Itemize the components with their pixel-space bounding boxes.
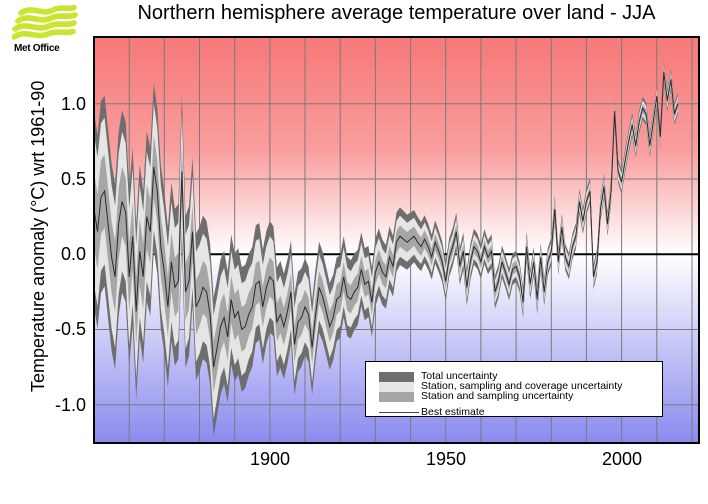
legend-swatch-2: [379, 392, 414, 402]
met-office-logo: Met Office: [11, 4, 82, 55]
chart-title: Northern hemisphere average temperature …: [137, 2, 656, 24]
legend-swatch-1: [379, 382, 414, 392]
legend-box: Total uncertainty Station, sampling and c…: [365, 361, 663, 418]
y-tick-label: -0.5: [54, 319, 86, 339]
y-tick-label: 0.5: [60, 169, 86, 189]
logo-waves-icon: [11, 4, 78, 40]
legend-swatch-0: [379, 372, 414, 382]
x-tick-label: 2000: [601, 449, 643, 469]
y-tick-label: -1.0: [54, 395, 86, 415]
y-tick-label: 0.0: [60, 244, 86, 264]
y-tick-label: 1.0: [60, 94, 86, 114]
legend-label: Total uncertainty: [421, 370, 498, 382]
legend-label: Station, sampling and coverage uncertain…: [421, 380, 623, 392]
x-tick-label: 1900: [249, 449, 291, 469]
legend-line-swatch: [379, 412, 419, 413]
x-tick-label: 1950: [425, 449, 467, 469]
logo-wordmark: Met Office: [14, 43, 60, 54]
legend-label: Best estimate: [421, 406, 485, 418]
legend-label: Station and sampling uncertainty: [421, 390, 574, 402]
